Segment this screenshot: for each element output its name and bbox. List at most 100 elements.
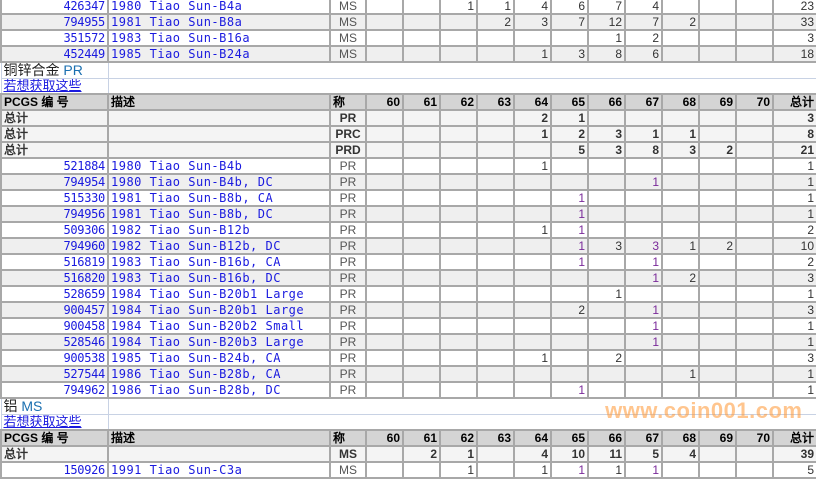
grade-count-cell[interactable]: 2 xyxy=(698,237,737,255)
pcgs-number-link[interactable]: 516820 xyxy=(0,269,109,287)
grade-count-cell[interactable]: 2 xyxy=(476,13,515,31)
grade-count-cell[interactable]: 1 xyxy=(624,317,663,335)
header-pcgs[interactable]: PCGS 编 号 xyxy=(0,93,109,111)
header-grade-65[interactable]: 65 xyxy=(550,429,589,447)
grade-count-cell[interactable]: 8 xyxy=(587,45,626,63)
grade-count-cell[interactable]: 1 xyxy=(550,461,589,479)
grade-count-cell[interactable]: 3 xyxy=(624,237,663,255)
coin-description-link[interactable]: 1980 Tiao Sun-B4b xyxy=(107,157,331,175)
header-description[interactable]: 描述 xyxy=(107,429,331,447)
grade-count-cell[interactable]: 1 xyxy=(624,333,663,351)
header-grade-67[interactable]: 67 xyxy=(624,429,663,447)
grade-count-cell[interactable]: 2 xyxy=(661,13,700,31)
header-grade-61[interactable]: 61 xyxy=(402,93,441,111)
pcgs-number-link[interactable]: 351572 xyxy=(0,29,109,47)
header-grade-67[interactable]: 67 xyxy=(624,93,663,111)
grade-count-cell[interactable]: 1 xyxy=(661,237,700,255)
coin-description-link[interactable]: 1984 Tiao Sun-B20b2 Small xyxy=(107,317,331,335)
coin-description-link[interactable]: 1983 Tiao Sun-B16b, DC xyxy=(107,269,331,287)
header-grade-68[interactable]: 68 xyxy=(661,93,700,111)
grade-count-cell[interactable]: 1 xyxy=(550,237,589,255)
grade-count-cell[interactable]: 1 xyxy=(587,461,626,479)
grade-count-cell[interactable]: 1 xyxy=(439,461,478,479)
header-grade-69[interactable]: 69 xyxy=(698,93,737,111)
pcgs-number-link[interactable]: 900538 xyxy=(0,349,109,367)
grade-count-cell[interactable]: 1 xyxy=(476,0,515,15)
header-total[interactable]: 总计 xyxy=(772,93,816,111)
grade-count-cell[interactable]: 1 xyxy=(550,189,589,207)
grade-count-cell[interactable]: 1 xyxy=(513,349,552,367)
grade-count-cell[interactable]: 1 xyxy=(550,253,589,271)
pcgs-number-link[interactable]: 150926 xyxy=(0,461,109,479)
coin-description-link[interactable]: 1982 Tiao Sun-B12b xyxy=(107,221,331,239)
coin-description-link[interactable]: 1985 Tiao Sun-B24b, CA xyxy=(107,349,331,367)
grade-count-cell[interactable]: 1 xyxy=(624,461,663,479)
grade-count-cell[interactable]: 1 xyxy=(624,173,663,191)
pcgs-number-link[interactable]: 528546 xyxy=(0,333,109,351)
pcgs-number-link[interactable]: 794954 xyxy=(0,173,109,191)
pcgs-number-link[interactable]: 527544 xyxy=(0,365,109,383)
header-grade-66[interactable]: 66 xyxy=(587,429,626,447)
grade-count-cell[interactable]: 2 xyxy=(587,349,626,367)
grade-count-cell[interactable]: 6 xyxy=(550,0,589,15)
header-grade-60[interactable]: 60 xyxy=(365,93,404,111)
grade-count-cell[interactable]: 12 xyxy=(587,13,626,31)
coin-description-link[interactable]: 1983 Tiao Sun-B16a xyxy=(107,29,331,47)
pcgs-number-link[interactable]: 794962 xyxy=(0,381,109,399)
coin-description-link[interactable]: 1984 Tiao Sun-B20b1 Large xyxy=(107,285,331,303)
grade-count-cell[interactable]: 7 xyxy=(550,13,589,31)
grade-count-cell[interactable]: 1 xyxy=(550,205,589,223)
pcgs-number-link[interactable]: 521884 xyxy=(0,157,109,175)
pcgs-number-link[interactable]: 900457 xyxy=(0,301,109,319)
header-grade-68[interactable]: 68 xyxy=(661,429,700,447)
pcgs-number-link[interactable]: 900458 xyxy=(0,317,109,335)
coin-description-link[interactable]: 1983 Tiao Sun-B16b, CA xyxy=(107,253,331,271)
coin-description-link[interactable]: 1986 Tiao Sun-B28b, DC xyxy=(107,381,331,399)
coin-description-link[interactable]: 1986 Tiao Sun-B28b, CA xyxy=(107,365,331,383)
coin-description-link[interactable]: 1981 Tiao Sun-B8b, CA xyxy=(107,189,331,207)
get-these-link[interactable]: 若想获取这些 xyxy=(3,414,82,429)
grade-count-cell[interactable]: 1 xyxy=(513,45,552,63)
header-grade-65[interactable]: 65 xyxy=(550,93,589,111)
grade-count-cell[interactable]: 1 xyxy=(624,301,663,319)
header-grade-63[interactable]: 63 xyxy=(476,93,515,111)
header-grade-63[interactable]: 63 xyxy=(476,429,515,447)
coin-description-link[interactable]: 1985 Tiao Sun-B24a xyxy=(107,45,331,63)
grade-count-cell[interactable]: 7 xyxy=(624,13,663,31)
header-grade-66[interactable]: 66 xyxy=(587,93,626,111)
grade-count-cell[interactable]: 4 xyxy=(513,0,552,15)
pcgs-number-link[interactable]: 528659 xyxy=(0,285,109,303)
pcgs-number-link[interactable]: 794955 xyxy=(0,13,109,31)
header-description[interactable]: 描述 xyxy=(107,93,331,111)
pcgs-number-link[interactable]: 515330 xyxy=(0,189,109,207)
coin-description-link[interactable]: 1981 Tiao Sun-B8a xyxy=(107,13,331,31)
grade-count-cell[interactable]: 1 xyxy=(624,269,663,287)
grade-count-cell[interactable]: 3 xyxy=(513,13,552,31)
grade-count-cell[interactable]: 7 xyxy=(587,0,626,15)
coin-description-link[interactable]: 1982 Tiao Sun-B12b, DC xyxy=(107,237,331,255)
header-grade-62[interactable]: 62 xyxy=(439,429,478,447)
header-grade-62[interactable]: 62 xyxy=(439,93,478,111)
header-grade-60[interactable]: 60 xyxy=(365,429,404,447)
pcgs-number-link[interactable]: 509306 xyxy=(0,221,109,239)
grade-count-cell[interactable]: 1 xyxy=(587,29,626,47)
coin-description-link[interactable]: 1984 Tiao Sun-B20b3 Large xyxy=(107,333,331,351)
grade-count-cell[interactable]: 2 xyxy=(550,301,589,319)
coin-description-link[interactable]: 1980 Tiao Sun-B4b, DC xyxy=(107,173,331,191)
header-grade[interactable]: 称 xyxy=(329,93,367,111)
grade-count-cell[interactable]: 1 xyxy=(624,253,663,271)
pcgs-number-link[interactable]: 794960 xyxy=(0,237,109,255)
get-these-link[interactable]: 若想获取这些 xyxy=(3,78,82,93)
header-total[interactable]: 总计 xyxy=(772,429,816,447)
grade-count-cell[interactable]: 3 xyxy=(587,237,626,255)
grade-count-cell[interactable]: 1 xyxy=(513,221,552,239)
pcgs-number-link[interactable]: 516819 xyxy=(0,253,109,271)
grade-count-cell[interactable]: 1 xyxy=(513,157,552,175)
header-grade-64[interactable]: 64 xyxy=(513,93,552,111)
grade-count-cell[interactable]: 3 xyxy=(550,45,589,63)
grade-count-cell[interactable]: 2 xyxy=(661,269,700,287)
grade-count-cell[interactable]: 1 xyxy=(439,0,478,15)
pcgs-number-link[interactable]: 794956 xyxy=(0,205,109,223)
coin-description-link[interactable]: 1981 Tiao Sun-B8b, DC xyxy=(107,205,331,223)
coin-description-link[interactable]: 1980 Tiao Sun-B4a xyxy=(107,0,331,15)
